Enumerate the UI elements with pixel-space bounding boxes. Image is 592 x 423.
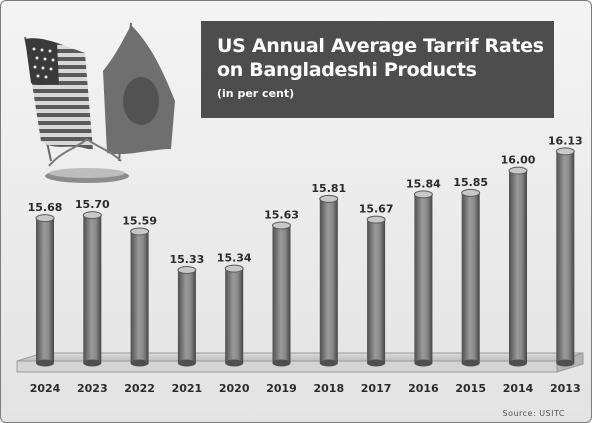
bar-2021	[177, 266, 197, 367]
chart-title-box: US Annual Average Tarrif Rates on Bangla…	[201, 21, 554, 118]
bangladesh-flag-icon	[103, 22, 175, 162]
bar-2013	[555, 147, 575, 367]
source-note: Source: USITC	[502, 409, 565, 418]
chart-subtitle: (in per cent)	[217, 87, 295, 100]
value-label-2019: 15.63	[264, 209, 299, 222]
chart-title-line2: on Bangladeshi Products	[217, 59, 477, 81]
us-flag-icon	[24, 36, 93, 162]
value-label-2017: 15.67	[359, 203, 394, 216]
category-label-2018: 2018	[313, 382, 344, 395]
bars-group	[35, 147, 575, 367]
value-label-2022: 15.59	[122, 214, 157, 227]
chart-title: US Annual Average Tarrif Rates	[217, 35, 544, 57]
value-label-2021: 15.33	[170, 253, 205, 266]
value-label-2016: 15.84	[406, 177, 441, 190]
category-label-2013: 2013	[550, 382, 581, 395]
category-label-2017: 2017	[361, 382, 392, 395]
value-label-2018: 15.81	[311, 182, 346, 195]
category-labels-group: 2024 2023 2022 2021 2020 2019 2018 2017 2016 2015…	[30, 382, 581, 395]
category-label-2022: 2022	[124, 382, 155, 395]
category-label-2023: 2023	[77, 382, 108, 395]
bar-2016	[413, 190, 433, 367]
bar-2022	[130, 227, 150, 367]
category-label-2024: 2024	[30, 382, 61, 395]
value-label-2014: 16.00	[501, 154, 536, 167]
bar-2018	[319, 194, 339, 367]
value-label-2013: 16.13	[548, 134, 583, 147]
bar-2014	[508, 166, 528, 367]
bar-2024	[35, 214, 55, 367]
value-label-2023: 15.70	[75, 198, 110, 211]
flags-illustration	[24, 22, 175, 183]
bar-2023	[82, 211, 102, 367]
category-label-2015: 2015	[455, 382, 486, 395]
category-label-2019: 2019	[266, 382, 297, 395]
value-label-2024: 15.68	[28, 201, 63, 214]
bar-2017	[366, 215, 386, 367]
bar-2019	[272, 221, 291, 367]
category-label-2020: 2020	[219, 382, 250, 395]
chart-platform	[16, 352, 584, 373]
value-label-2015: 15.85	[453, 176, 488, 189]
category-label-2014: 2014	[503, 382, 534, 395]
bar-2015	[461, 188, 481, 367]
category-label-2016: 2016	[408, 382, 439, 395]
value-label-2020: 15.34	[217, 252, 252, 265]
bar-2020	[224, 264, 244, 367]
category-label-2021: 2021	[172, 382, 203, 395]
value-labels-group: 15.68 15.70 15.59 15.33 15.34 15.63 15.81 15.67…	[28, 134, 583, 266]
